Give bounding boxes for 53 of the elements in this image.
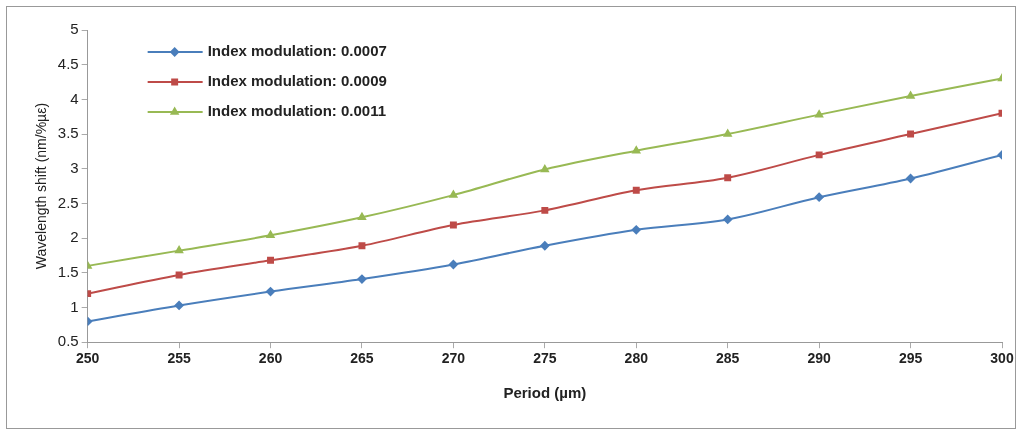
point <box>175 246 184 254</box>
point <box>724 174 732 182</box>
point <box>267 256 274 264</box>
point <box>357 212 366 221</box>
point <box>541 206 549 214</box>
x-tick-label: 270 <box>441 350 466 367</box>
point <box>449 221 457 229</box>
y-tick-label: 5 <box>70 20 79 38</box>
point <box>631 225 641 235</box>
x-tick-label: 295 <box>898 350 923 367</box>
y-tick-label: 3.5 <box>57 124 79 142</box>
y-tick-label: 4 <box>70 89 79 107</box>
point <box>723 129 732 137</box>
x-tick-label: 250 <box>75 350 100 367</box>
point <box>448 260 458 269</box>
point <box>175 271 183 279</box>
point <box>815 110 824 118</box>
y-tick-label: 0.5 <box>57 332 79 350</box>
x-tick-label: 260 <box>258 350 283 367</box>
point <box>906 173 916 183</box>
point <box>723 214 733 224</box>
point <box>174 300 184 310</box>
legend-label: Index modulation: 0.0009 <box>207 72 387 90</box>
point <box>358 242 366 250</box>
point <box>632 186 640 194</box>
y-tick-label: 4.5 <box>57 54 79 72</box>
x-tick-label: 265 <box>350 350 374 367</box>
legend-label: Index modulation: 0.0007 <box>207 42 387 60</box>
y-tick-label: 3 <box>70 158 79 176</box>
x-tick-label: 300 <box>990 350 1014 367</box>
point <box>266 230 275 239</box>
y-tick-label: 1 <box>70 297 79 315</box>
x-tick-label: 255 <box>167 350 191 367</box>
point <box>906 91 915 99</box>
point <box>266 287 276 297</box>
x-tick-label: 275 <box>533 350 557 367</box>
point <box>357 274 367 284</box>
x-axis-title: Period (µm) <box>503 384 587 402</box>
point <box>814 192 824 202</box>
y-tick-label: 2 <box>70 228 79 246</box>
x-tick-label: 285 <box>716 350 740 367</box>
y-axis-title: Wavelength shift (nm/%µε) <box>33 102 50 270</box>
legend-label: Index modulation: 0.0011 <box>207 102 387 120</box>
point <box>540 164 549 173</box>
x-tick-label: 280 <box>624 350 649 367</box>
point <box>540 241 550 251</box>
point <box>632 146 641 154</box>
point <box>449 190 458 198</box>
x-tick-label: 290 <box>807 350 832 367</box>
y-tick-label: 1.5 <box>57 262 79 280</box>
point <box>815 151 823 159</box>
point <box>907 130 915 138</box>
y-tick-label: 2.5 <box>57 193 79 211</box>
